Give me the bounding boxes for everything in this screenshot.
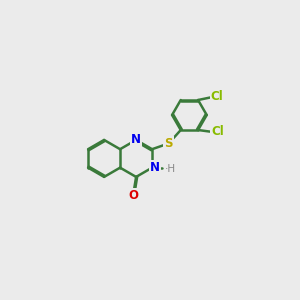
Text: Cl: Cl (211, 90, 224, 103)
Text: O: O (129, 189, 139, 203)
Text: Cl: Cl (211, 125, 224, 138)
Text: N: N (131, 134, 141, 146)
Text: N: N (150, 161, 160, 174)
Text: S: S (164, 137, 173, 150)
Text: ·H: ·H (165, 164, 176, 174)
